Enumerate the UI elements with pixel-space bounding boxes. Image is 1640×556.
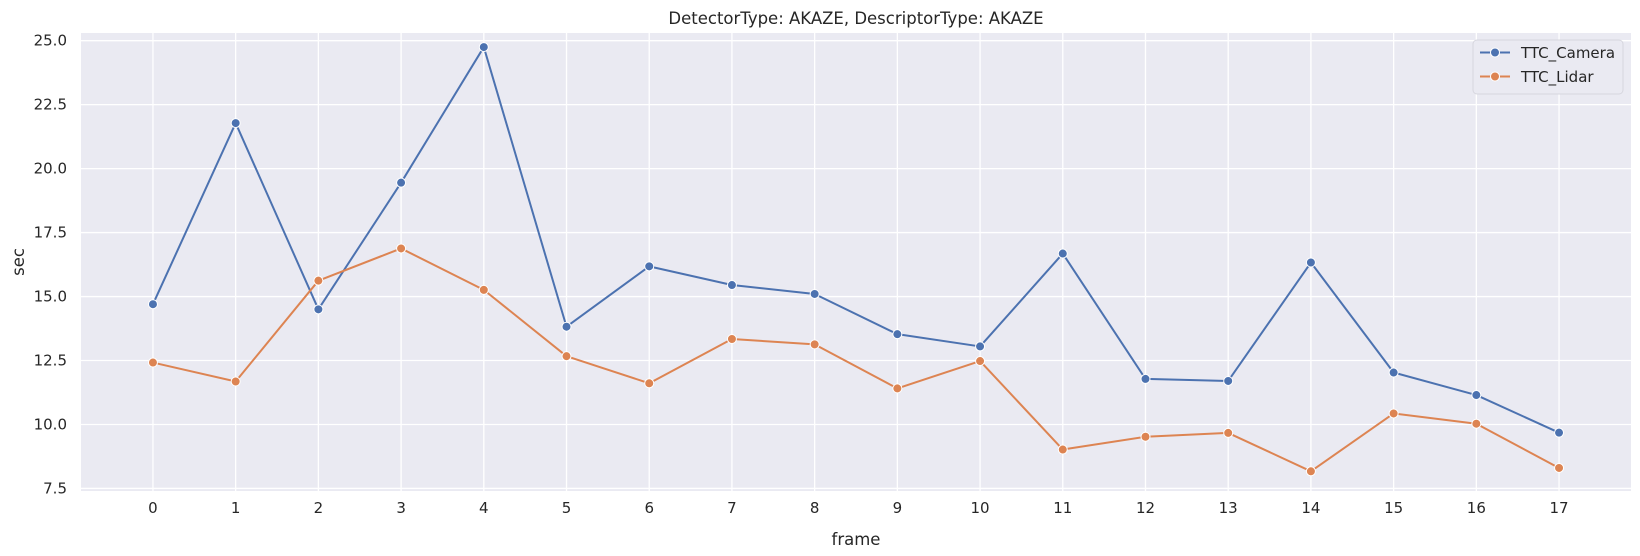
legend-marker-ttc-camera: [1490, 47, 1500, 58]
legend-label-ttc-lidar: TTC_Lidar: [1520, 68, 1594, 87]
x-tick-label: 5: [562, 499, 572, 517]
series-line-ttc-lidar: [152, 247, 1560, 473]
data-point-ttc-camera: [1554, 427, 1565, 438]
data-point-ttc-lidar: [1223, 427, 1234, 438]
x-tick-label: 17: [1549, 499, 1568, 517]
data-point-ttc-lidar: [726, 334, 737, 345]
x-tick-label: 4: [479, 499, 489, 517]
x-tick-label: 8: [810, 499, 820, 517]
y-axis-label: sec: [9, 248, 28, 276]
chart-title: DetectorType: AKAZE, DescriptorType: AKA…: [668, 9, 1043, 28]
data-point-ttc-camera: [726, 280, 737, 291]
data-point-ttc-camera: [147, 299, 158, 310]
data-point-ttc-camera: [1471, 390, 1482, 401]
y-tick-label: 17.5: [34, 224, 67, 242]
x-axis-ticks: 0 1 2 3 4 5 6 7 8 9 10 11 12 13 14 15 16 17: [148, 499, 1568, 517]
y-tick-label: 7.5: [43, 479, 67, 497]
x-tick-label: 6: [644, 499, 654, 517]
data-point-ttc-lidar: [1057, 444, 1068, 455]
data-point-ttc-lidar: [478, 284, 489, 295]
x-axis-label: frame: [832, 530, 881, 549]
y-tick-label: 20.0: [34, 160, 67, 178]
data-point-ttc-lidar: [1471, 418, 1482, 429]
data-point-ttc-camera: [396, 177, 407, 188]
x-tick-label: 9: [893, 499, 903, 517]
grid: [81, 33, 1631, 491]
data-point-ttc-lidar: [147, 357, 158, 368]
legend-marker-ttc-lidar: [1490, 71, 1500, 82]
legend-entry-ttc-lidar: TTC_Lidar: [1480, 68, 1594, 87]
series-ttc-lidar: [147, 243, 1565, 477]
x-tick-label: 10: [971, 499, 990, 517]
data-point-ttc-camera: [1140, 373, 1151, 384]
series-ttc-camera: [147, 42, 1565, 438]
data-point-ttc-lidar: [975, 356, 986, 367]
data-point-ttc-lidar: [892, 383, 903, 394]
data-point-ttc-lidar: [1140, 431, 1151, 442]
data-point-ttc-camera: [230, 118, 241, 129]
data-point-ttc-camera: [644, 261, 655, 272]
y-tick-label: 15.0: [34, 288, 67, 306]
legend-box: [1472, 39, 1624, 95]
plot-area: [81, 33, 1631, 491]
data-point-ttc-lidar: [1305, 466, 1316, 477]
data-point-ttc-camera: [1223, 375, 1234, 386]
x-tick-label: 7: [727, 499, 737, 517]
y-tick-label: 12.5: [34, 352, 67, 370]
data-point-ttc-camera: [1057, 248, 1068, 259]
y-tick-label: 22.5: [34, 96, 67, 114]
legend-label-ttc-camera: TTC_Camera: [1520, 44, 1615, 63]
data-point-ttc-lidar: [313, 275, 324, 286]
data-point-ttc-lidar: [230, 376, 241, 387]
data-point-ttc-lidar: [1388, 408, 1399, 419]
legend: TTC_Camera TTC_Lidar: [1472, 39, 1624, 95]
data-point-ttc-lidar: [644, 378, 655, 389]
x-tick-label: 11: [1053, 499, 1072, 517]
x-tick-label: 16: [1467, 499, 1486, 517]
data-point-ttc-camera: [975, 341, 986, 352]
data-point-ttc-camera: [478, 42, 489, 53]
x-tick-label: 14: [1301, 499, 1320, 517]
data-point-ttc-camera: [1305, 257, 1316, 268]
data-point-ttc-camera: [1388, 367, 1399, 378]
x-tick-label: 12: [1136, 499, 1155, 517]
x-tick-label: 1: [231, 499, 241, 517]
x-tick-label: 13: [1219, 499, 1238, 517]
data-point-ttc-camera: [313, 304, 324, 315]
data-point-ttc-lidar: [1554, 462, 1565, 473]
x-tick-label: 15: [1384, 499, 1403, 517]
y-tick-label: 10.0: [34, 415, 67, 433]
y-tick-label: 25.0: [34, 32, 67, 50]
legend-entry-ttc-camera: TTC_Camera: [1480, 44, 1615, 63]
x-tick-label: 2: [314, 499, 324, 517]
data-point-ttc-lidar: [396, 243, 407, 254]
x-tick-label: 0: [148, 499, 158, 517]
y-axis-ticks: 7.5 10.0 12.5 15.0 17.5 20.0 22.5 25.0: [34, 32, 67, 498]
data-point-ttc-camera: [809, 288, 820, 299]
data-point-ttc-camera: [892, 329, 903, 340]
data-point-ttc-lidar: [809, 339, 820, 350]
data-point-ttc-camera: [561, 321, 572, 332]
series-line-ttc-camera: [152, 46, 1560, 434]
series-layer: [147, 42, 1565, 477]
data-point-ttc-lidar: [561, 351, 572, 362]
x-tick-label: 3: [396, 499, 406, 517]
